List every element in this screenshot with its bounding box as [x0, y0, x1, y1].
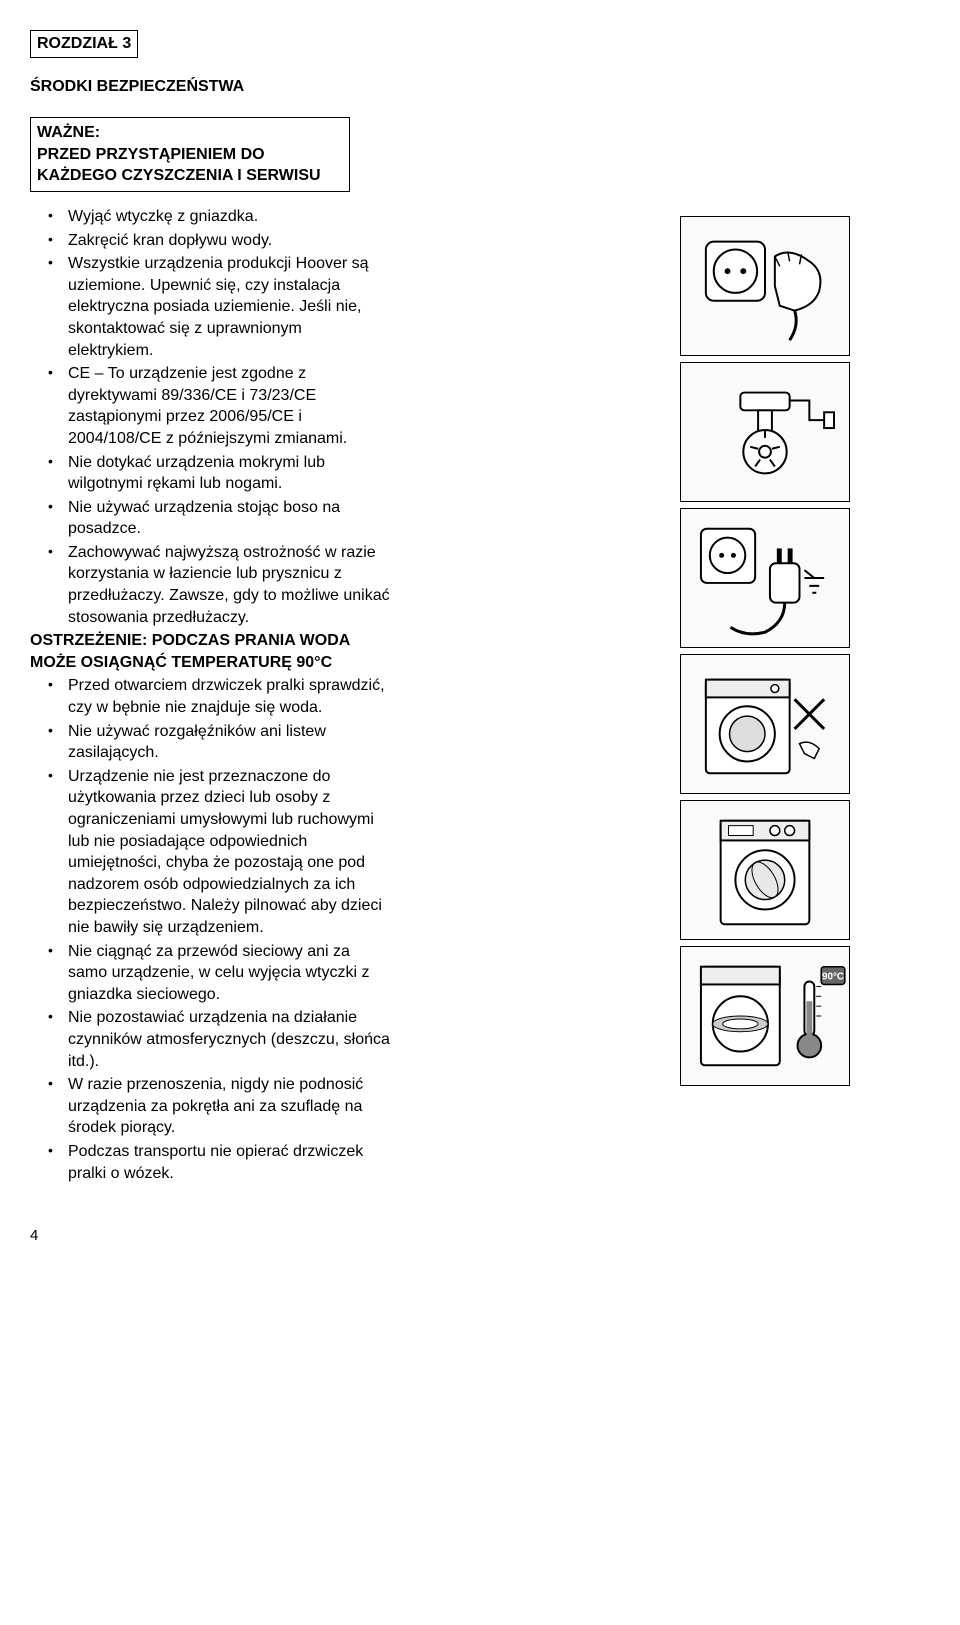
bullet-item: Nie ciągnąć za przewód sieciowy ani za s…: [68, 941, 390, 1006]
bullet-item: Zakręcić kran dopływu wody.: [68, 230, 390, 252]
important-notice-box: WAŻNE:PRZED PRZYSTĄPIENIEM DO KAŻDEGO CZ…: [30, 117, 350, 192]
bullet-item: Nie dotykać urządzenia mokrymi lub wilgo…: [68, 452, 390, 495]
washer-no-touch-illustration: [680, 654, 850, 794]
safety-bullet-list: Wyjąć wtyczkę z gniazdka. Zakręcić kran …: [30, 206, 390, 1184]
bullet-item: Wyjąć wtyczkę z gniazdka.: [68, 206, 390, 228]
bullet-item: Wszystkie urządzenia produkcji Hoover są…: [68, 253, 390, 361]
bullet-item: Zachowywać najwyższą ostrożność w razie …: [68, 542, 390, 628]
bullet-item: Urządzenie nie jest przeznaczone do użyt…: [68, 766, 390, 939]
washer-temp-illustration: 90°C: [680, 946, 850, 1086]
bullet-item: Przed otwarciem drzwiczek pralki sprawdz…: [68, 675, 390, 718]
plug-ground-illustration: [680, 508, 850, 648]
page-number: 4: [30, 1226, 910, 1246]
washer-door-illustration: [680, 800, 850, 940]
bullet-item: Nie używać urządzenia stojąc boso na pos…: [68, 497, 390, 540]
bullet-item: Podczas transportu nie opierać drzwiczek…: [68, 1141, 390, 1184]
water-tap-illustration: [680, 362, 850, 502]
bullet-item: Nie pozostawiać urządzenia na działanie …: [68, 1007, 390, 1072]
bullet-item: CE – To urządzenie jest zgodne z dyrekty…: [68, 363, 390, 449]
text-column: Wyjąć wtyczkę z gniazdka. Zakręcić kran …: [30, 206, 390, 1186]
socket-unplug-illustration: [680, 216, 850, 356]
section-heading: ŚRODKI BEZPIECZEŃSTWA: [30, 76, 910, 98]
svg-text:90°C: 90°C: [822, 971, 844, 982]
temperature-warning: OSTRZEŻENIE: PODCZAS PRANIA WODA MOŻE OS…: [30, 630, 390, 673]
bullet-item: W razie przenoszenia, nigdy nie podnosić…: [68, 1074, 390, 1139]
bullet-item: Nie używać rozgałęźników ani listew zasi…: [68, 721, 390, 764]
chapter-label: ROZDZIAŁ 3: [30, 30, 138, 58]
illustration-column: 90°C: [680, 216, 860, 1186]
